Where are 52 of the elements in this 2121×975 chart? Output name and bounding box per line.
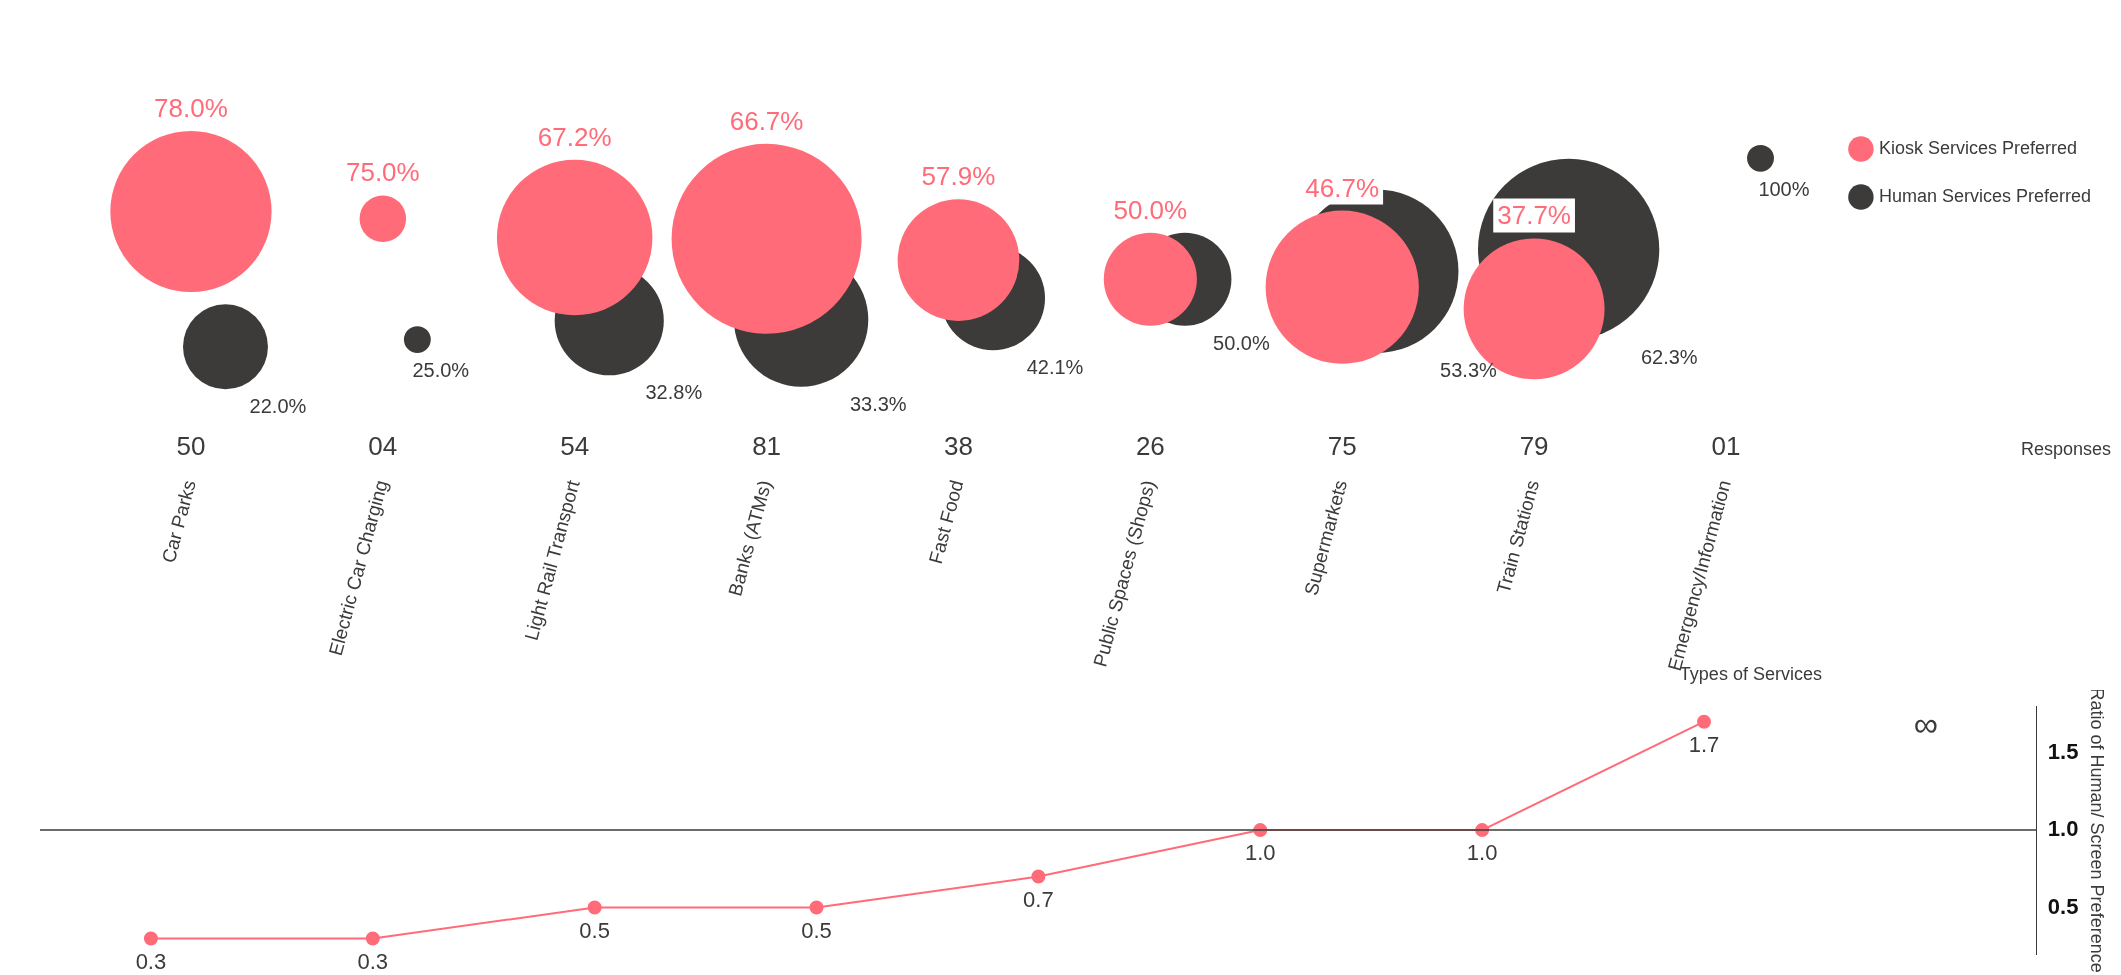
point [143,931,158,946]
text: 26 [1135,431,1165,461]
data-label: 67.2% [537,121,612,152]
text: 01 [1711,431,1741,461]
x-tick-label: Car Parks [157,477,200,565]
data-label: 66.7% [729,105,804,136]
y-tick-label: 0.5 [2047,893,2079,919]
y-tick-label: 1.0 [2047,816,2079,842]
data-label: 33.3% [849,392,907,415]
text: 79 [1519,431,1549,461]
legend-label: Kiosk Services Preferred [1878,137,2077,158]
data-label: 25.0% [412,359,470,382]
point [365,931,380,946]
data-label: 1.0 [1244,840,1276,866]
text: Responses [2020,439,2111,459]
data-label: 78.0% [154,92,228,123]
data-label: 75.0% [345,157,420,188]
point [1031,869,1046,884]
x-tick-label: Train Stations [1492,477,1544,596]
annotation: ∞ [1913,705,1939,744]
data-label: 32.8% [645,381,703,404]
text: 54 [560,431,590,461]
text: 75 [1327,431,1357,461]
legend-label: Human Services Preferred [1878,185,2092,206]
text: 50 [176,431,206,461]
data-label: 0.5 [801,917,832,943]
data-label: 37.7% [1497,200,1571,231]
text: 38 [944,431,973,461]
data-label: 46.7% [1305,172,1380,203]
data-label: 0.5 [579,917,610,943]
point [1697,714,1712,729]
x-tick-label: Banks (ATMs) [724,477,776,599]
y-tick-label: 1.5 [2047,738,2079,764]
text: 04 [368,431,398,461]
data-label: 50.0% [1113,194,1188,225]
data-label: 57.9% [921,161,996,192]
data-label: 42.1% [1026,356,1084,379]
data-label: 0.3 [357,948,389,974]
data-label: 0.3 [135,948,167,974]
data-label: 50.0% [1213,331,1270,354]
text: 81 [752,431,782,461]
point [809,900,824,915]
data-label: 1.7 [1688,731,1720,757]
data-label: 1.0 [1466,840,1498,866]
x-tick-label: Fast Food [924,477,968,566]
data-label: 53.3% [1440,358,1498,381]
data-label: 0.7 [1023,886,1054,912]
x-tick-label: Public Spaces (Shops) [1089,477,1160,670]
point [587,900,602,915]
data-label: 100% [1758,177,1810,200]
data-label: 22.0% [249,395,307,418]
data-label: 62.3% [1640,346,1698,369]
